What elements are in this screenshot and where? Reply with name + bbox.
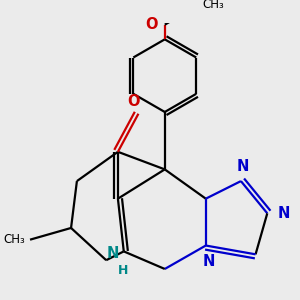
Text: N: N — [202, 254, 215, 269]
Text: O: O — [145, 17, 158, 32]
Text: N: N — [107, 246, 119, 261]
Text: N: N — [237, 159, 250, 174]
Text: N: N — [278, 206, 290, 221]
Text: CH₃: CH₃ — [4, 233, 26, 246]
Text: O: O — [128, 94, 140, 109]
Text: H: H — [117, 264, 128, 277]
Text: CH₃: CH₃ — [203, 0, 225, 11]
